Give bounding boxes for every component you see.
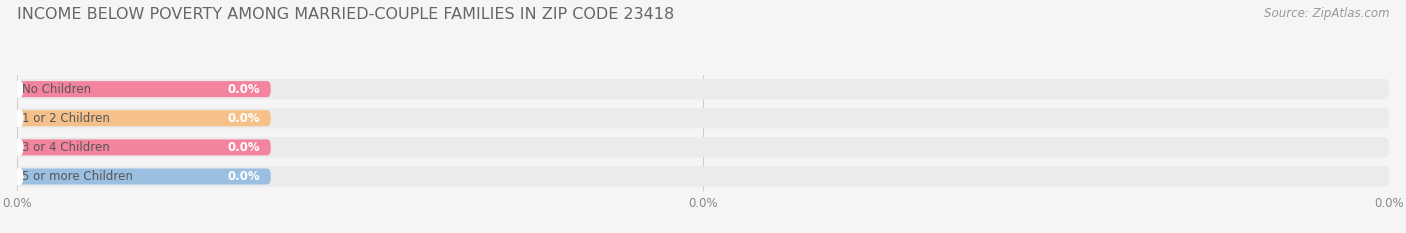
Text: 0.0%: 0.0% bbox=[228, 141, 260, 154]
Text: Source: ZipAtlas.com: Source: ZipAtlas.com bbox=[1264, 7, 1389, 20]
Text: 0.0%: 0.0% bbox=[228, 83, 260, 96]
Text: 5 or more Children: 5 or more Children bbox=[22, 170, 132, 183]
FancyBboxPatch shape bbox=[17, 108, 1389, 128]
Text: INCOME BELOW POVERTY AMONG MARRIED-COUPLE FAMILIES IN ZIP CODE 23418: INCOME BELOW POVERTY AMONG MARRIED-COUPL… bbox=[17, 7, 673, 22]
FancyBboxPatch shape bbox=[17, 110, 271, 126]
Text: 1 or 2 Children: 1 or 2 Children bbox=[22, 112, 110, 125]
Circle shape bbox=[15, 168, 22, 185]
FancyBboxPatch shape bbox=[17, 81, 271, 97]
Text: No Children: No Children bbox=[22, 83, 91, 96]
FancyBboxPatch shape bbox=[17, 168, 271, 185]
FancyBboxPatch shape bbox=[17, 139, 271, 155]
Circle shape bbox=[15, 110, 22, 127]
Text: 0.0%: 0.0% bbox=[228, 170, 260, 183]
Text: 3 or 4 Children: 3 or 4 Children bbox=[22, 141, 110, 154]
Text: 0.0%: 0.0% bbox=[228, 112, 260, 125]
Circle shape bbox=[15, 139, 22, 156]
Circle shape bbox=[15, 81, 22, 97]
FancyBboxPatch shape bbox=[17, 166, 1389, 187]
FancyBboxPatch shape bbox=[17, 137, 1389, 158]
FancyBboxPatch shape bbox=[17, 79, 1389, 99]
